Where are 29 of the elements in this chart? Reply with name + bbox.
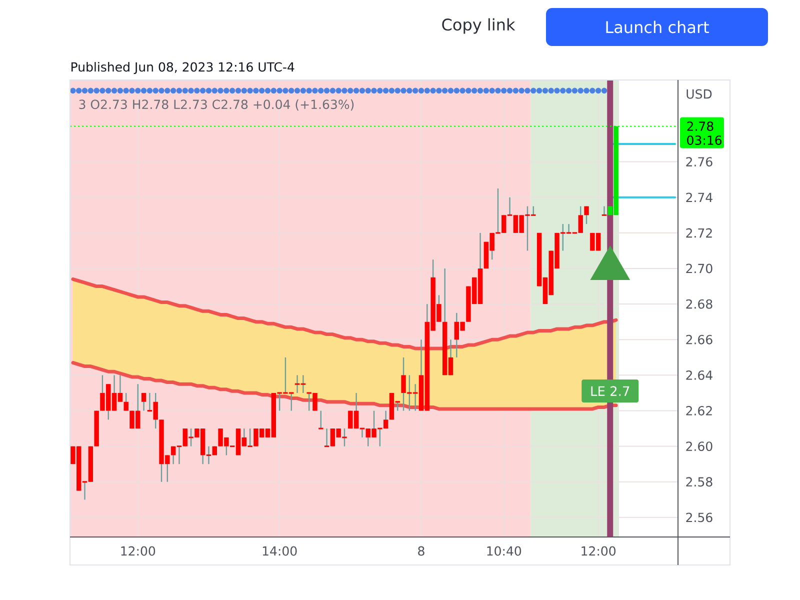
candlestick	[141, 392, 146, 412]
candlestick	[318, 410, 324, 430]
candlestick	[584, 206, 589, 225]
text: Copy link	[442, 18, 516, 34]
y-tick-label: 2.72	[686, 228, 712, 238]
x-tick-label: 12:00	[582, 546, 616, 556]
y-tick-label: 2.56	[686, 512, 712, 522]
x-tick-label: 10:40	[487, 546, 522, 556]
x-tick-label: 14:00	[262, 546, 297, 556]
y-tick-label: 2.74	[686, 192, 712, 202]
y-tick-label: 2.68	[686, 299, 712, 309]
text: 3 O2.73 H2.78 L2.73 C2.78 +0.04 (+1.63%)	[79, 99, 354, 111]
y-tick-label: 2.70	[686, 264, 712, 274]
y-tick-label: 2.60	[686, 442, 712, 452]
annotation: LE 2.7	[591, 386, 630, 396]
chart-title: Published Jun 08, 2023 12:16 UTC-4	[72, 62, 294, 74]
ref-line-label: 2.78	[687, 122, 714, 131]
y-tick-label: 2.66	[686, 334, 712, 344]
text: 03:16	[687, 136, 722, 145]
y-tick-label: 2.64	[686, 370, 712, 380]
y-tick-label: 2.76	[686, 157, 712, 167]
x-tick-label: 8	[418, 546, 424, 556]
candlestick	[124, 392, 128, 412]
text: Launch chart	[606, 20, 709, 34]
x-tick-label: 12:00	[121, 546, 156, 556]
candlestick	[601, 206, 608, 216]
y-axis-title: USD	[686, 89, 712, 99]
y-tick-label: 2.62	[686, 406, 712, 416]
y-tick-label: 2.58	[686, 477, 712, 487]
